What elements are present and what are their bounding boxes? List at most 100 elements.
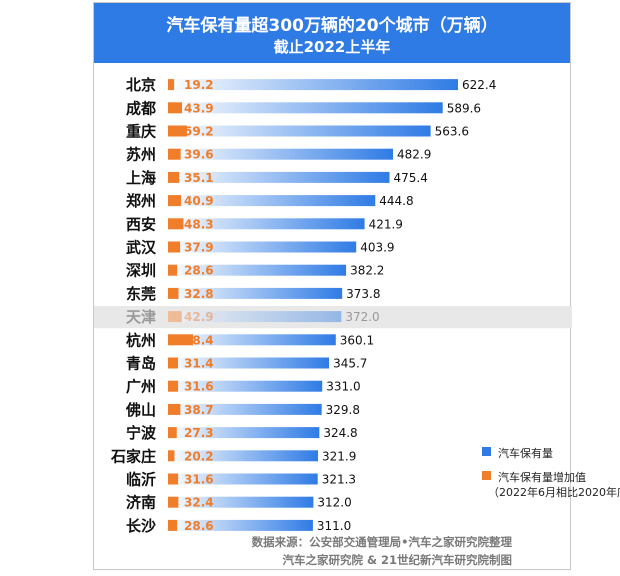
increase-bar (168, 496, 179, 508)
stock-value-label: 312.0 (317, 496, 351, 510)
category-label: 青岛 (126, 355, 156, 373)
increase-value-label: 38.7 (184, 403, 214, 417)
increase-value-label: 42.9 (184, 310, 214, 324)
stock-value-label: 563.6 (435, 125, 469, 139)
stock-value-label: 311.0 (317, 519, 351, 533)
increase-bar (168, 171, 180, 183)
stock-value-label: 321.3 (322, 473, 356, 487)
increase-bar (168, 403, 181, 415)
increase-value-label: 32.8 (184, 287, 214, 301)
increase-value-label: 40.9 (184, 194, 214, 208)
increase-value-label: 28.6 (184, 519, 214, 533)
stock-bar (168, 311, 342, 323)
category-label: 长沙 (126, 517, 156, 535)
stock-value-label: 482.9 (397, 148, 431, 162)
legend-swatch-stock (482, 447, 491, 456)
increase-bar (168, 195, 182, 207)
increase-bar (168, 218, 184, 230)
increase-value-label: 32.4 (184, 496, 214, 510)
stock-value-label: 444.8 (379, 194, 413, 208)
legend-note-text: （2022年6月相比2020年底） (488, 486, 620, 499)
chart-subtitle: 截止2022上半年 (273, 38, 391, 56)
category-label: 东莞 (126, 285, 156, 303)
stock-value-label: 373.8 (346, 287, 380, 301)
stock-value-label: 360.1 (340, 333, 374, 347)
stock-value-label: 382.2 (350, 264, 384, 278)
category-label: 郑州 (126, 192, 156, 210)
source-line-1: 数据来源：公安部交通管理局•汽车之家研究院整理 (251, 535, 512, 549)
increase-bar (168, 380, 179, 392)
increase-bar (168, 287, 179, 299)
increase-bar (168, 357, 179, 369)
increase-bar (168, 334, 194, 346)
stock-bar (168, 450, 318, 462)
stock-bar (168, 218, 365, 230)
increase-value-label: 48.3 (184, 217, 214, 231)
stock-bar (168, 427, 320, 439)
chart-title: 汽车保有量超300万辆的20个城市（万辆） (166, 16, 498, 36)
legend-note-increase: （2022年6月相比2020年底） (488, 484, 620, 500)
increase-value-label: 28.6 (184, 264, 214, 278)
increase-value-label: 31.4 (184, 357, 214, 371)
increase-value-label: 59.2 (184, 125, 214, 139)
stock-bar (168, 496, 314, 508)
increase-bar (168, 311, 182, 323)
legend-swatch-increase (482, 471, 491, 480)
stock-bar (168, 403, 322, 415)
category-label: 杭州 (126, 331, 156, 349)
stock-bar (168, 473, 318, 485)
stock-bar (168, 195, 376, 207)
stock-value-label: 622.4 (462, 78, 496, 92)
increase-value-label: 35.1 (184, 171, 214, 185)
category-label: 苏州 (126, 146, 156, 164)
category-label: 深圳 (126, 262, 156, 280)
stock-bar (168, 357, 330, 369)
increase-value-label: 39.6 (184, 148, 214, 162)
chart-frame: 汽车保有量超300万辆的20个城市（万辆） 截止2022上半年 北京 622.4 1… (93, 2, 620, 570)
stock-value-label: 345.7 (333, 357, 367, 371)
category-label: 重庆 (126, 123, 156, 141)
category-label: 上海 (126, 169, 156, 187)
chart-header: 汽车保有量超300万辆的20个城市（万辆） 截止2022上半年 (94, 3, 570, 63)
increase-bar (168, 519, 178, 531)
stock-value-label: 589.6 (447, 101, 481, 115)
stock-bar (168, 264, 347, 276)
category-label: 西安 (126, 215, 156, 233)
increase-bar (168, 102, 183, 114)
increase-bar (168, 264, 178, 276)
category-label: 武汉 (126, 239, 157, 257)
increase-bar (168, 450, 175, 462)
increase-value-label: 20.2 (184, 449, 214, 463)
bar-plot: 北京 622.4 19.2 成都 589.6 43.9 重庆 563.6 59.2 苏州 482.9… (94, 76, 572, 535)
stock-value-label: 329.8 (326, 403, 360, 417)
increase-value-label: 78.4 (184, 333, 214, 347)
category-label: 佛山 (125, 401, 156, 419)
increase-value-label: 37.9 (184, 241, 214, 255)
category-label: 临沂 (126, 471, 156, 489)
stock-value-label: 321.9 (322, 449, 356, 463)
stock-bar (168, 241, 357, 253)
category-label: 广州 (126, 378, 156, 396)
increase-value-label: 31.6 (184, 380, 214, 394)
stock-bar (168, 79, 458, 91)
stock-value-label: 372.0 (345, 310, 379, 324)
increase-value-label: 19.2 (184, 78, 214, 92)
increase-bar (168, 125, 187, 137)
stock-value-label: 475.4 (394, 171, 428, 185)
increase-value-label: 31.6 (184, 473, 214, 487)
increase-bar (168, 473, 179, 485)
category-label: 宁波 (126, 424, 157, 442)
stock-value-label: 403.9 (360, 241, 394, 255)
stock-bar (168, 171, 390, 183)
source-line-2: 汽车之家研究院 & 21世纪新汽车研究院制图 (282, 553, 512, 567)
increase-bar (168, 241, 181, 253)
increase-bar (168, 427, 177, 439)
stock-value-label: 331.0 (326, 380, 360, 394)
stock-bar (168, 287, 343, 299)
category-label: 成都 (126, 99, 156, 117)
increase-value-label: 43.9 (184, 101, 214, 115)
legend-label-stock: 汽车保有量 (498, 447, 553, 460)
category-label: 石家庄 (110, 447, 156, 465)
stock-bar (168, 102, 443, 114)
legend-label-increase: 汽车保有量增加值 (498, 471, 586, 484)
